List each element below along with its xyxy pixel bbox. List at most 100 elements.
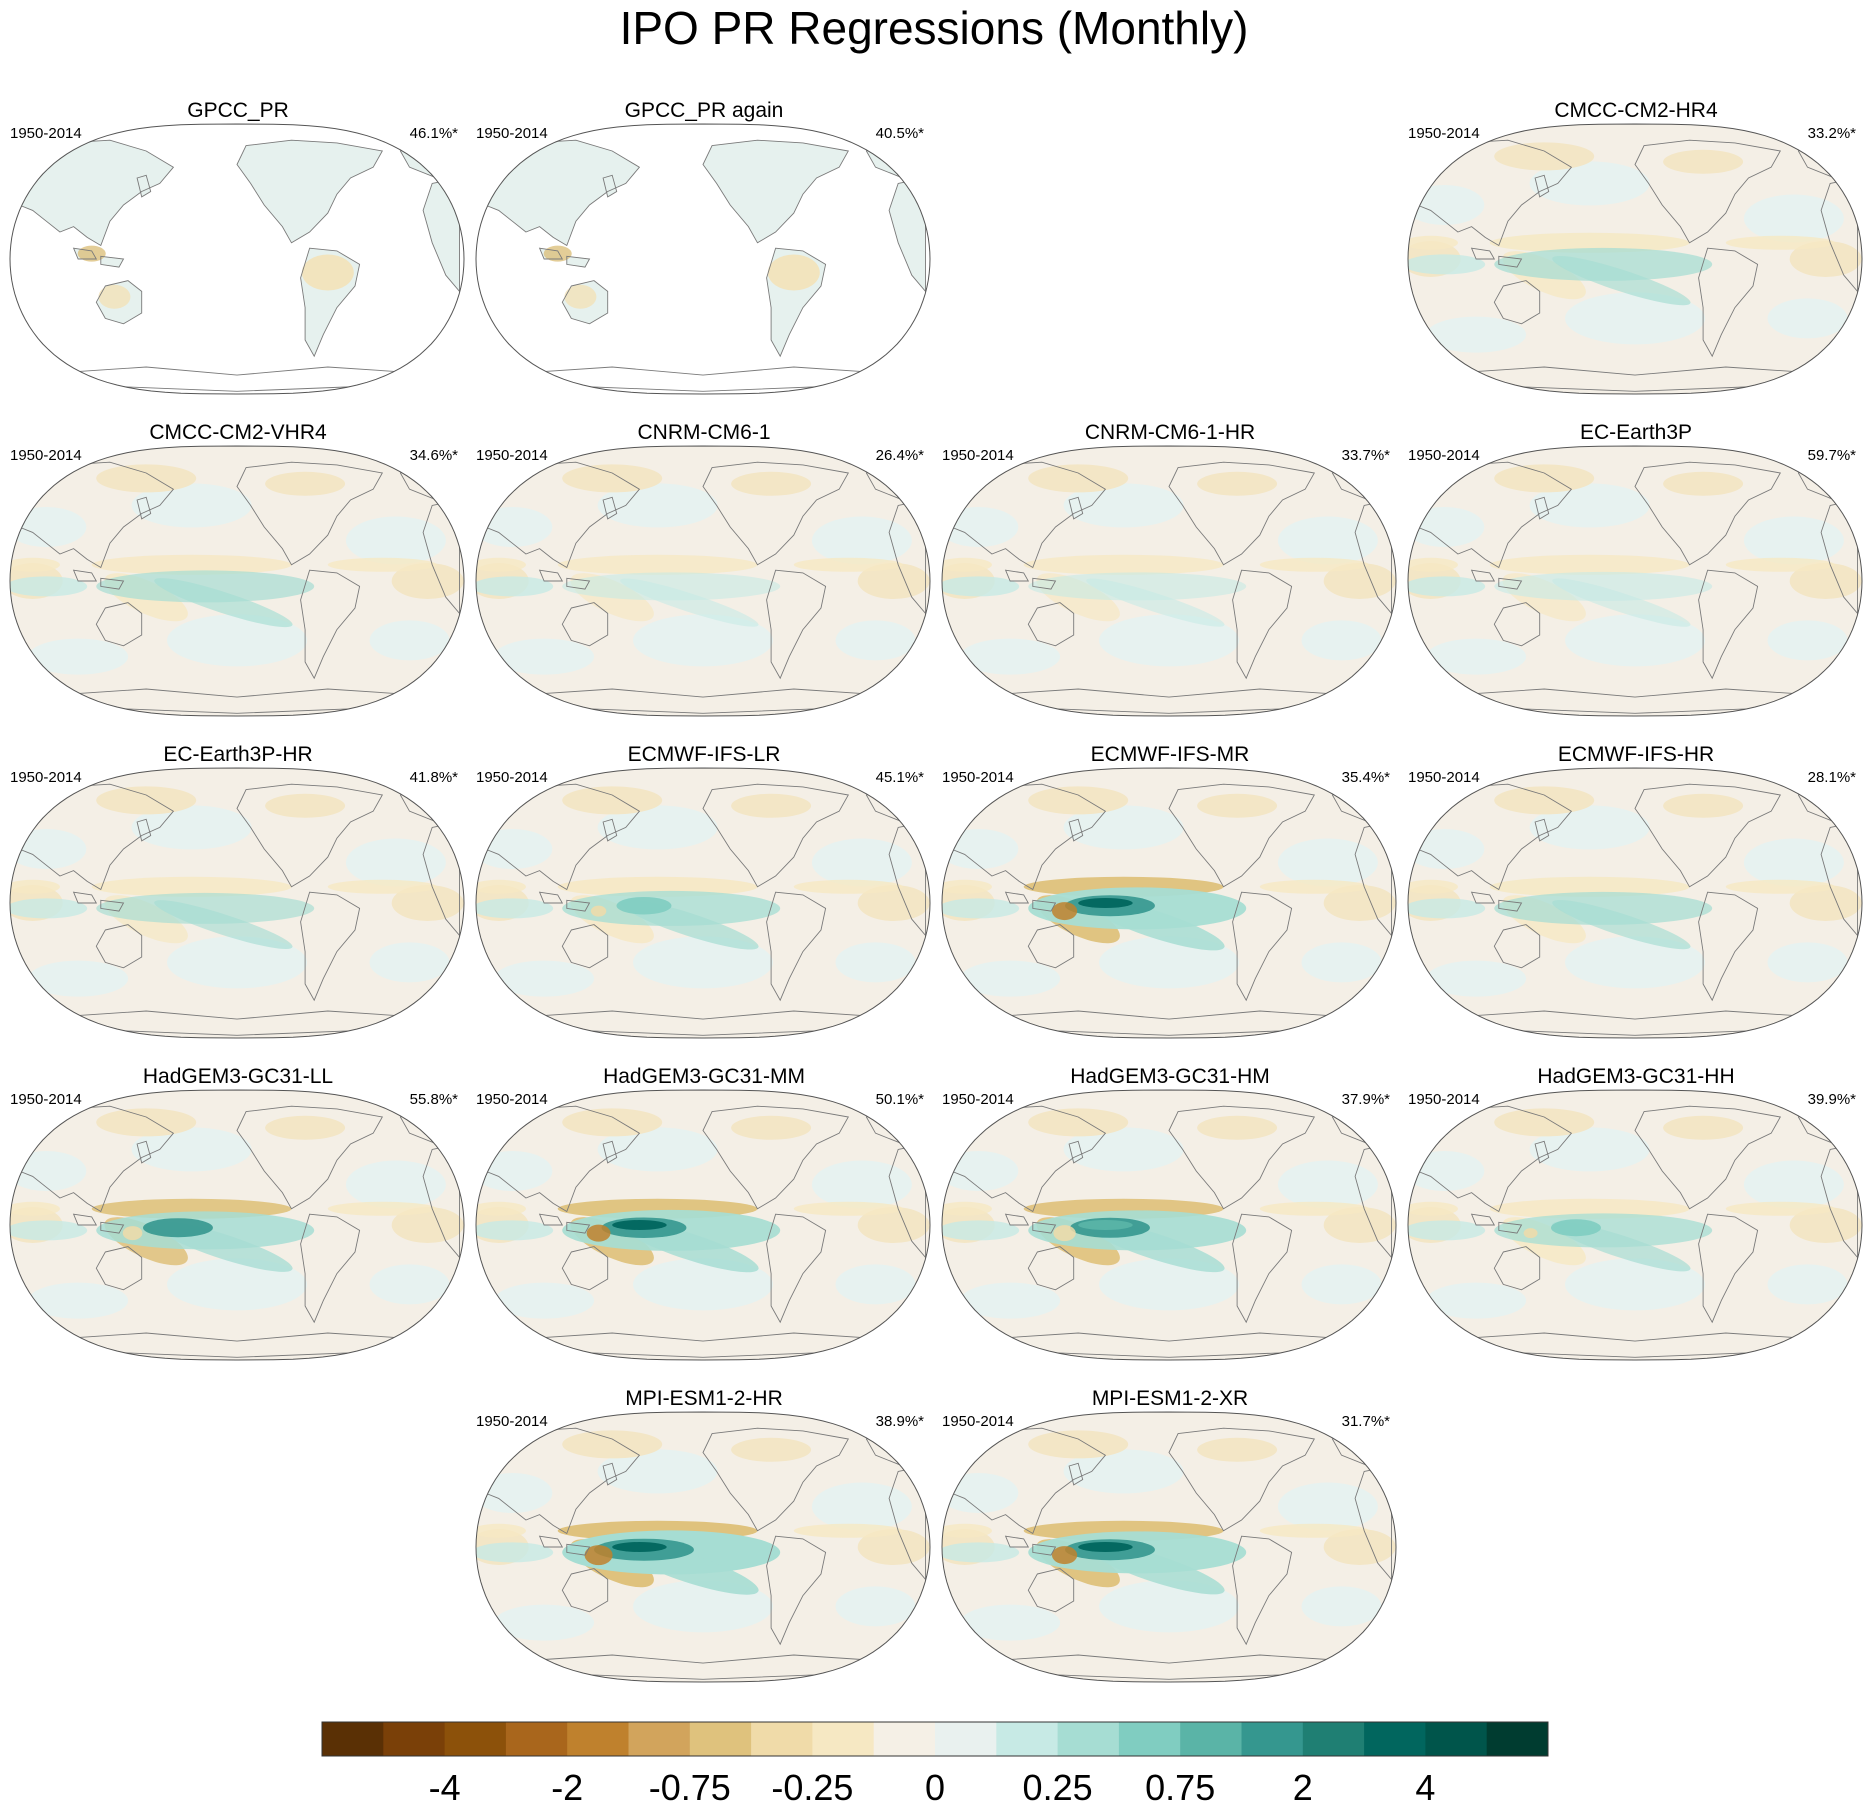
colorbar-tick-label: -0.25	[771, 1767, 853, 1803]
anomaly-blob	[1663, 149, 1744, 174]
anomaly-wet-core	[612, 1542, 667, 1552]
coastline	[1004, 569, 1030, 582]
coastline	[1168, 1427, 1316, 1532]
anomaly-wet-tongue	[1552, 255, 1691, 306]
anomaly-blob	[1494, 786, 1595, 815]
map	[941, 767, 1397, 1039]
colorbar-swatch	[1364, 1722, 1426, 1756]
anomaly-blob	[1301, 620, 1382, 661]
anomaly-blob	[811, 516, 912, 565]
coastline	[100, 899, 125, 912]
anomaly-blob	[369, 1264, 450, 1305]
map-border	[941, 767, 1397, 1039]
anomaly-blob	[1789, 885, 1862, 921]
panel-percent: 31.7%*	[1342, 1413, 1391, 1430]
panel-percent: 38.9%*	[876, 1413, 925, 1430]
anomaly-blob	[1063, 1127, 1184, 1172]
coastline	[1416, 139, 1573, 247]
coastline	[484, 1105, 641, 1213]
coastline	[236, 139, 384, 244]
anomaly-wet-band	[942, 898, 1020, 919]
panel: HadGEM3-GC31-MM 1950-2014 50.1%*	[475, 1065, 931, 1361]
coastline	[602, 1462, 618, 1486]
map	[9, 767, 465, 1039]
coastline	[1416, 461, 1573, 569]
anomaly-dry-core	[1051, 902, 1078, 921]
coastline	[1168, 1105, 1316, 1210]
coastline	[766, 1213, 827, 1324]
anomaly-dry-band	[91, 554, 292, 575]
panel-title: EC-Earth3P	[1580, 421, 1692, 444]
coastline	[1493, 1246, 1541, 1291]
anomaly-wet-tongue	[1086, 578, 1225, 627]
coastline	[702, 783, 850, 888]
anomaly-blob	[1494, 1108, 1595, 1137]
coastline	[1004, 891, 1030, 904]
coastline	[1698, 1213, 1759, 1324]
map-border	[941, 1411, 1397, 1683]
map-border	[1407, 445, 1863, 717]
anomaly-blob	[857, 1529, 930, 1565]
anomaly-blob	[835, 1586, 916, 1627]
anomaly-blob	[476, 829, 553, 869]
anomaly-blob	[857, 563, 930, 599]
anomaly-dry-band	[10, 557, 60, 572]
anomaly-wet-band	[1408, 576, 1486, 597]
anomaly-wet-band	[1408, 1220, 1486, 1241]
map	[475, 1411, 931, 1683]
panel-percent: 39.9%*	[1808, 1091, 1857, 1108]
anomaly-blob	[98, 284, 131, 309]
anomaly-dry-band	[476, 1523, 526, 1538]
anomaly-blob	[633, 936, 773, 989]
land-field	[566, 256, 590, 268]
anomaly-blob	[942, 829, 1019, 869]
anomaly-wet-tongue	[154, 578, 293, 628]
panel-percent: 35.4%*	[1342, 769, 1391, 786]
anomaly-blob	[1301, 1586, 1382, 1627]
anomaly-dry-band	[1725, 235, 1835, 250]
coastline	[18, 461, 175, 569]
coastline	[1004, 1213, 1030, 1226]
panel-percent: 55.8%*	[410, 1091, 459, 1108]
anomaly-blob	[96, 464, 197, 493]
anomaly-blob	[1323, 885, 1396, 921]
colorbar-tick-label: 2	[1293, 1767, 1313, 1803]
coastline	[950, 1105, 1107, 1213]
coastline	[95, 602, 143, 647]
map	[941, 1089, 1397, 1361]
panel-percent: 34.6%*	[410, 447, 459, 464]
coastline	[566, 1221, 591, 1234]
panel-percent: 59.7%*	[1808, 447, 1857, 464]
anomaly-blob	[28, 638, 129, 675]
anomaly-blob	[835, 1264, 916, 1305]
panel: MPI-ESM1-2-XR 1950-2014 31.7%*	[941, 1387, 1397, 1683]
coastline	[1068, 1462, 1084, 1486]
anomaly-blob	[1323, 563, 1396, 599]
anomaly-dry-band	[1259, 1523, 1369, 1538]
coastline	[702, 1427, 850, 1532]
colorbar-swatch	[689, 1722, 752, 1756]
anomaly-blob	[597, 483, 718, 528]
colorbar-swatch	[1302, 1722, 1365, 1756]
coastline	[766, 1535, 827, 1646]
coastline	[1232, 891, 1293, 1002]
anomaly-dry-band	[793, 879, 903, 894]
coastline	[561, 280, 609, 325]
anomaly-blob	[1028, 464, 1129, 493]
coastline	[484, 783, 641, 891]
coastline	[561, 1246, 609, 1291]
colorbar-swatch	[812, 1722, 875, 1756]
coastline	[95, 1246, 143, 1291]
panel-title: CNRM-CM6-1	[638, 421, 771, 444]
anomaly-dry-band	[1259, 1201, 1369, 1216]
panel-percent: 28.1%*	[1808, 769, 1857, 786]
anomaly-blob	[1529, 483, 1650, 528]
coastline	[236, 783, 384, 888]
anomaly-wet-core	[612, 1220, 667, 1230]
coastline	[566, 1543, 591, 1556]
anomaly-dry-band	[10, 1201, 60, 1216]
anomaly-dry-band	[1725, 879, 1835, 894]
coastline	[1068, 818, 1084, 842]
panel-grid: GPCC_PR 1950-2014 46.1%* GPCC_PR again 1950-…	[9, 99, 1863, 1683]
panel-percent: 45.1%*	[876, 769, 925, 786]
